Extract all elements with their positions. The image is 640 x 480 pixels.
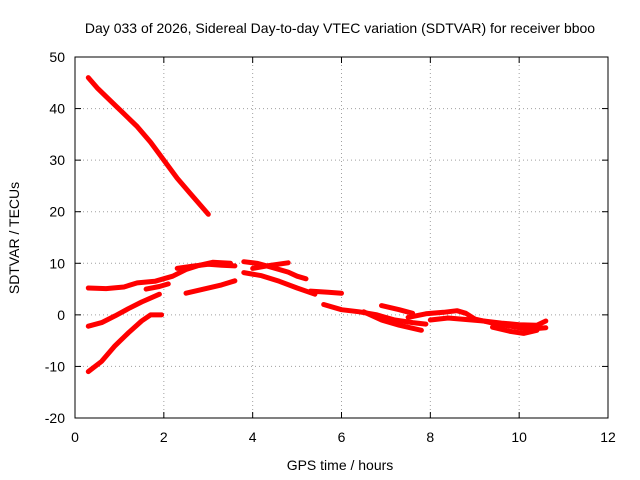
data-series — [85, 75, 549, 375]
series-track-11 — [307, 288, 344, 296]
x-tick-label: 12 — [600, 429, 616, 445]
series-track-8 — [241, 259, 309, 282]
x-tick-label: 6 — [338, 429, 346, 445]
chart-title: Day 033 of 2026, Sidereal Day-to-day VTE… — [85, 20, 595, 36]
grid-lines — [75, 57, 608, 418]
series-track-1 — [85, 75, 211, 217]
y-tick-label: 40 — [49, 101, 65, 117]
axis-ticks: 0 2 4 6 8 10 12 -20 -10 0 10 20 30 40 50 — [45, 49, 616, 445]
series-track-14 — [379, 303, 416, 316]
series-track-3 — [85, 291, 162, 329]
x-tick-label: 0 — [71, 429, 79, 445]
y-tick-label: 10 — [49, 255, 65, 271]
y-tick-label: -10 — [45, 358, 65, 374]
series-track-17 — [490, 324, 540, 336]
series-track-10 — [250, 260, 291, 271]
series-track-13 — [361, 309, 424, 333]
x-tick-label: 2 — [160, 429, 168, 445]
y-tick-label: 20 — [49, 204, 65, 220]
series-track-12 — [321, 302, 429, 327]
x-tick-label: 4 — [249, 429, 257, 445]
series-track-9 — [241, 270, 318, 297]
series-track-15 — [405, 308, 549, 332]
y-tick-label: 0 — [57, 307, 65, 323]
series-track-5 — [143, 281, 171, 292]
y-axis-label: SDTVAR / TECUs — [6, 182, 22, 294]
y-tick-label: -20 — [45, 410, 65, 426]
x-tick-label: 8 — [426, 429, 434, 445]
x-axis-label: GPS time / hours — [287, 457, 394, 473]
y-tick-label: 50 — [49, 49, 65, 65]
series-track-7 — [174, 261, 238, 271]
series-track-16 — [427, 315, 549, 328]
series-track-6 — [183, 278, 238, 296]
y-tick-label: 30 — [49, 152, 65, 168]
x-tick-label: 10 — [511, 429, 527, 445]
series-track-4 — [85, 312, 165, 375]
